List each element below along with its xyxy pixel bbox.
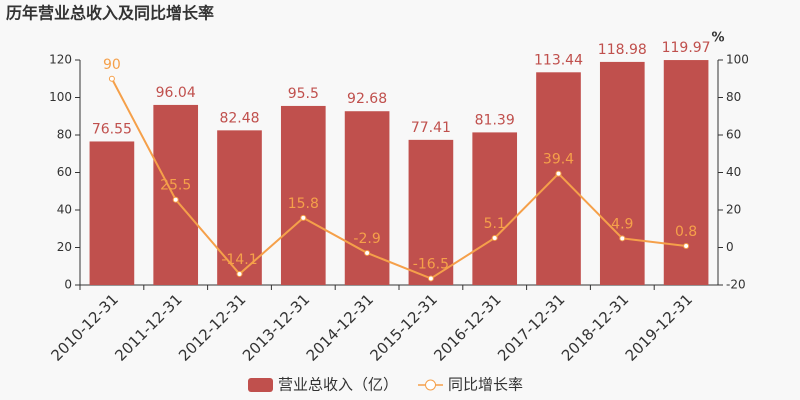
- legend-marker: [425, 379, 437, 391]
- line-value-label: 0.8: [675, 224, 697, 240]
- bar: [599, 61, 645, 285]
- line-point: [683, 243, 690, 249]
- y-tick-label: 0: [64, 278, 72, 292]
- y2-tick-label: 0: [726, 240, 734, 254]
- line-point: [108, 75, 115, 82]
- bar: [663, 60, 709, 286]
- y2-tick-label: 40: [726, 165, 741, 179]
- line-point: [555, 170, 562, 177]
- y-tick-label: 80: [57, 128, 72, 142]
- bar: [153, 104, 199, 285]
- line-point: [427, 275, 434, 282]
- line-point: [236, 270, 243, 277]
- bar: [89, 141, 135, 285]
- y2-tick-label: 80: [726, 90, 741, 104]
- line-value-label: -16.5: [413, 256, 449, 272]
- y-tick-label: 20: [57, 240, 72, 254]
- line-value-label: -2.9: [353, 231, 380, 247]
- legend-label: 营业总收入（亿）: [278, 376, 398, 394]
- bar: [408, 139, 454, 285]
- bar-value-label: 76.55: [92, 121, 132, 137]
- y-tick-label: 120: [49, 53, 72, 67]
- bar: [344, 111, 390, 285]
- legend-label: 同比增长率: [448, 376, 523, 394]
- y-tick-label: 40: [57, 203, 72, 217]
- bar-value-label: 113.44: [534, 52, 583, 68]
- line-value-label: 4.9: [611, 216, 633, 232]
- bar-value-label: 119.97: [662, 40, 711, 56]
- legend-swatch: [248, 378, 273, 392]
- bar-value-label: 77.41: [411, 120, 451, 136]
- y2-axis-label: %: [711, 31, 724, 46]
- bar: [472, 132, 518, 285]
- bar-value-label: 95.5: [288, 86, 319, 102]
- line: [111, 78, 687, 280]
- line-value-label: 5.1: [484, 216, 506, 232]
- bar-value-label: 118.98: [598, 42, 647, 58]
- line-point: [491, 234, 498, 241]
- bar-value-label: 81.39: [475, 112, 515, 128]
- y2-tick-label: 20: [726, 203, 741, 217]
- line-value-label: 90: [103, 57, 121, 73]
- y-tick-label: 60: [57, 165, 72, 179]
- y-tick-label: 100: [49, 90, 72, 104]
- line-value-label: 15.8: [288, 196, 319, 212]
- line-point: [300, 214, 307, 221]
- bar-value-label: 92.68: [347, 91, 387, 107]
- bar: [536, 72, 581, 285]
- line-value-label: 25.5: [160, 178, 191, 194]
- line-value-label: 39.4: [543, 152, 574, 168]
- line-point: [619, 235, 626, 242]
- line-point: [172, 196, 179, 203]
- bar: [217, 130, 262, 285]
- line-point: [364, 249, 371, 256]
- chart-title: 历年营业总收入及同比增长率: [6, 4, 214, 23]
- bar-value-label: 96.04: [156, 85, 196, 101]
- y2-tick-label: 100: [726, 53, 749, 67]
- line-value-label: -14.1: [221, 252, 257, 268]
- y2-tick-label: -20: [726, 278, 746, 292]
- bar: [280, 105, 326, 285]
- y2-tick-label: 60: [726, 128, 741, 142]
- bar-value-label: 82.48: [219, 110, 259, 126]
